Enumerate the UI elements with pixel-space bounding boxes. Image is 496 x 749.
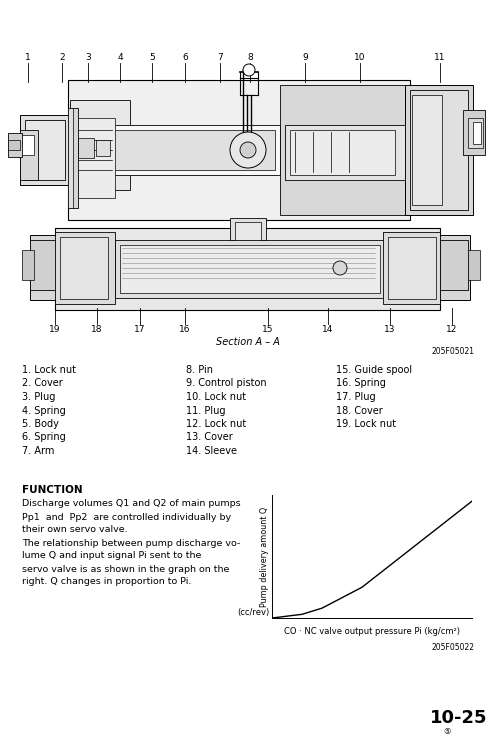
Text: 15: 15 [262,326,274,335]
Bar [78,125,280,175]
Bar [8,140,20,150]
Text: FUNCTION: FUNCTION [22,485,83,495]
Text: 16: 16 [179,326,191,335]
Bar [22,250,34,280]
Bar [388,237,436,299]
Text: 9: 9 [302,52,308,61]
Text: 5. Body: 5. Body [22,419,59,429]
Bar [410,90,468,210]
Text: 11: 11 [434,52,446,61]
Text: 10. Lock nut: 10. Lock nut [186,392,246,402]
Bar [285,125,405,180]
Circle shape [333,261,347,275]
Bar [25,120,65,180]
Text: 8: 8 [247,52,253,61]
Text: 12. Lock nut: 12. Lock nut [186,419,246,429]
Text: servo valve is as shown in the graph on the: servo valve is as shown in the graph on … [22,565,229,574]
Bar [22,135,34,155]
Bar [115,240,385,298]
Text: 1: 1 [25,52,31,61]
Bar [80,130,275,170]
Text: lume Q and input signal Pi sent to the: lume Q and input signal Pi sent to the [22,551,201,560]
Text: ⑤: ⑤ [443,727,451,736]
Text: 10: 10 [354,52,366,61]
Text: 18: 18 [91,326,103,335]
Bar [78,138,94,158]
Circle shape [240,142,256,158]
Bar [55,232,115,304]
Bar [96,140,110,156]
Y-axis label: Pump delivery amount Q: Pump delivery amount Q [260,506,269,607]
Text: 7: 7 [217,52,223,61]
Bar [235,222,261,240]
Text: right. Q changes in proportion to Pi.: right. Q changes in proportion to Pi. [22,577,191,586]
Text: 13: 13 [384,326,396,335]
Text: Pp1  and  Pp2  are controlled individually by: Pp1 and Pp2 are controlled individually … [22,512,231,521]
Text: 6: 6 [182,52,188,61]
Bar [68,108,78,208]
Circle shape [243,64,255,76]
Bar [120,245,380,293]
Bar [55,228,440,310]
Text: (cc/rev): (cc/rev) [238,607,270,616]
Circle shape [230,132,266,168]
Text: 16. Spring: 16. Spring [336,378,386,389]
Text: 205F05022: 205F05022 [431,643,474,652]
Text: CO · NC valve output pressure Pi (kg/cm²): CO · NC valve output pressure Pi (kg/cm²… [284,628,460,637]
Text: 2: 2 [59,52,65,61]
Text: 17. Plug: 17. Plug [336,392,375,402]
Text: 12: 12 [446,326,458,335]
Text: 14. Sleeve: 14. Sleeve [186,446,237,456]
Bar [70,118,115,198]
Text: 2. Cover: 2. Cover [22,378,63,389]
Bar [68,80,410,220]
Bar [280,85,405,215]
Text: 9. Control piston: 9. Control piston [186,378,267,389]
Text: 18. Cover: 18. Cover [336,405,383,416]
Bar [290,130,395,175]
Text: 205F05021: 205F05021 [431,348,474,357]
Bar [60,237,108,299]
Text: 6. Spring: 6. Spring [22,432,66,443]
Bar [468,250,480,280]
Bar [473,122,481,144]
Bar [30,240,58,290]
Bar [463,110,485,155]
Bar [8,133,22,157]
Bar [20,115,70,185]
Bar [230,218,266,240]
Text: Section A – A: Section A – A [216,337,280,347]
Text: 15. Guide spool: 15. Guide spool [336,365,412,375]
Text: 7. Arm: 7. Arm [22,446,55,456]
Text: 11. Plug: 11. Plug [186,405,226,416]
Text: 10-25: 10-25 [430,709,488,727]
Text: 3: 3 [85,52,91,61]
Bar [70,100,130,190]
Text: Discharge volumes Q1 and Q2 of main pumps: Discharge volumes Q1 and Q2 of main pump… [22,500,241,509]
Text: 13. Cover: 13. Cover [186,432,233,443]
Text: The relationship between pump discharge vo-: The relationship between pump discharge … [22,539,240,548]
Bar [405,85,473,215]
Text: 19: 19 [49,326,61,335]
Bar [383,232,440,304]
Text: 4: 4 [117,52,123,61]
Text: 5: 5 [149,52,155,61]
Bar [412,95,442,205]
Bar [468,118,483,148]
Bar [440,235,470,300]
Text: 17: 17 [134,326,146,335]
Text: 3. Plug: 3. Plug [22,392,56,402]
Text: 1. Lock nut: 1. Lock nut [22,365,76,375]
Bar [30,235,60,300]
Text: their own servo valve.: their own servo valve. [22,526,127,535]
Text: 8. Pin: 8. Pin [186,365,213,375]
Bar [20,130,38,180]
Text: 14: 14 [322,326,334,335]
Bar [68,108,73,208]
Text: 19. Lock nut: 19. Lock nut [336,419,396,429]
Text: 4. Spring: 4. Spring [22,405,66,416]
Bar [440,240,468,290]
